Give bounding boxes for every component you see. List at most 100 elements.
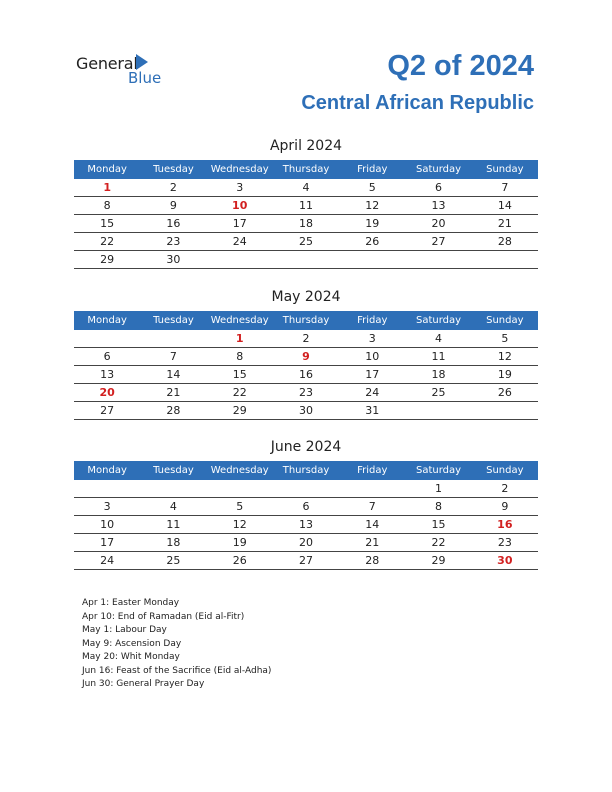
weekday-header: Saturday (416, 315, 462, 326)
weekday-header: Tuesday (153, 164, 194, 175)
day-cell: 26 (497, 386, 512, 399)
day-cell: 15 (431, 518, 446, 531)
week-row: 15 16 17 18 19 20 21 (74, 215, 538, 233)
weekday-header: Friday (357, 465, 388, 476)
day-cell: 8 (435, 500, 443, 513)
logo-general-text: General (76, 54, 138, 73)
day-cell: 16 (166, 217, 181, 230)
day-cell: 18 (431, 368, 446, 381)
weekday-header: Saturday (416, 164, 462, 175)
day-cell: 8 (236, 350, 244, 363)
day-cell: 11 (298, 199, 313, 212)
day-cell: 16 (298, 368, 313, 381)
day-cell: 10 (232, 199, 248, 212)
day-cell: 12 (497, 350, 512, 363)
day-cell: 18 (166, 536, 181, 549)
month-calendar: May 2024 Monday Tuesday Wednesday Thursday Fr… (74, 287, 538, 420)
day-cell: 30 (497, 554, 513, 567)
holiday-notes: Apr 1: Easter Monday Apr 10: End of Rama… (82, 597, 271, 692)
day-cell: 1 (235, 332, 244, 345)
day-cell: 4 (435, 332, 443, 345)
weekday-header: Monday (87, 315, 127, 326)
day-cell: 30 (166, 253, 181, 266)
day-cell: 5 (501, 332, 509, 345)
week-row: 3 4 5 6 7 8 9 (74, 498, 538, 516)
holiday-note: May 1: Labour Day (82, 625, 167, 635)
day-cell: 14 (497, 199, 512, 212)
day-cell: 4 (302, 181, 310, 194)
month-calendar: June 2024 Monday Tuesday Wednesday Thursday F… (74, 437, 538, 570)
day-cell: 6 (103, 350, 111, 363)
day-cell: 22 (431, 536, 446, 549)
day-cell (74, 330, 140, 347)
day-cell: 20 (298, 536, 313, 549)
day-cell (140, 330, 206, 347)
day-cell: 2 (302, 332, 310, 345)
weekday-header: Tuesday (153, 465, 194, 476)
week-row: 27 28 29 30 31 (74, 402, 538, 420)
day-cell: 2 (501, 482, 509, 495)
day-cell: 1 (435, 482, 443, 495)
day-cell: 2 (169, 181, 177, 194)
day-cell: 26 (232, 554, 247, 567)
weekday-header-row: Monday Tuesday Wednesday Thursday Friday Satu… (74, 311, 538, 330)
day-cell: 28 (365, 554, 380, 567)
day-cell: 17 (232, 217, 247, 230)
month-calendar: April 2024 Monday Tuesday Wednesday Thursday… (74, 136, 538, 269)
weekday-header: Sunday (486, 164, 524, 175)
day-cell: 25 (166, 554, 181, 567)
week-row: 1 2 3 4 5 6 7 (74, 179, 538, 197)
day-cell: 11 (166, 518, 181, 531)
logo-triangle-icon (136, 54, 148, 70)
day-cell (140, 480, 206, 497)
day-cell (472, 251, 538, 268)
day-cell: 27 (431, 235, 446, 248)
day-cell (405, 402, 471, 419)
weekday-header: Thursday (282, 465, 330, 476)
holiday-note: Jun 16: Feast of the Sacrifice (Eid al-A… (82, 665, 272, 676)
weekday-header-row: Monday Tuesday Wednesday Thursday Friday Satu… (74, 461, 538, 480)
weekday-header: Wednesday (210, 465, 269, 476)
day-cell: 14 (365, 518, 380, 531)
day-cell (273, 251, 339, 268)
day-cell: 24 (365, 386, 380, 399)
week-row: 10 11 12 13 14 15 16 (74, 516, 538, 534)
weekday-header: Thursday (282, 315, 330, 326)
day-cell: 26 (365, 235, 380, 248)
day-cell: 20 (99, 386, 115, 399)
week-row: 22 23 24 25 26 27 28 (74, 233, 538, 251)
day-cell: 11 (431, 350, 446, 363)
day-cell: 1 (103, 181, 111, 194)
weekday-header: Monday (87, 164, 127, 175)
holiday-note: Jun 30: General Prayer Day (82, 679, 205, 689)
day-cell: 27 (298, 554, 313, 567)
day-cell: 5 (368, 181, 376, 194)
weekday-header: Friday (357, 164, 388, 175)
month-title: May 2024 (271, 289, 341, 305)
week-row: 1 2 3 4 5 (74, 330, 538, 348)
day-cell: 13 (100, 368, 115, 381)
day-cell: 7 (501, 181, 509, 194)
day-cell: 29 (431, 554, 446, 567)
day-cell: 23 (166, 235, 181, 248)
day-cell: 21 (365, 536, 380, 549)
week-row: 29 30 (74, 251, 538, 269)
day-cell: 24 (232, 235, 247, 248)
month-title: June 2024 (270, 439, 342, 455)
day-cell: 16 (497, 518, 513, 531)
day-cell: 10 (100, 518, 115, 531)
day-cell: 3 (103, 500, 111, 513)
day-cell: 3 (236, 181, 244, 194)
day-cell: 18 (298, 217, 313, 230)
weekday-header-row: Monday Tuesday Wednesday Thursday Friday Satu… (74, 160, 538, 179)
logo-blue-text: Blue (128, 69, 162, 87)
day-cell: 17 (365, 368, 380, 381)
day-cell: 15 (232, 368, 247, 381)
day-cell: 10 (365, 350, 380, 363)
weekday-header: Monday (87, 465, 127, 476)
day-cell: 7 (169, 350, 177, 363)
day-cell (405, 251, 471, 268)
week-row: 8 9 10 11 12 13 14 (74, 197, 538, 215)
day-cell: 13 (431, 199, 446, 212)
